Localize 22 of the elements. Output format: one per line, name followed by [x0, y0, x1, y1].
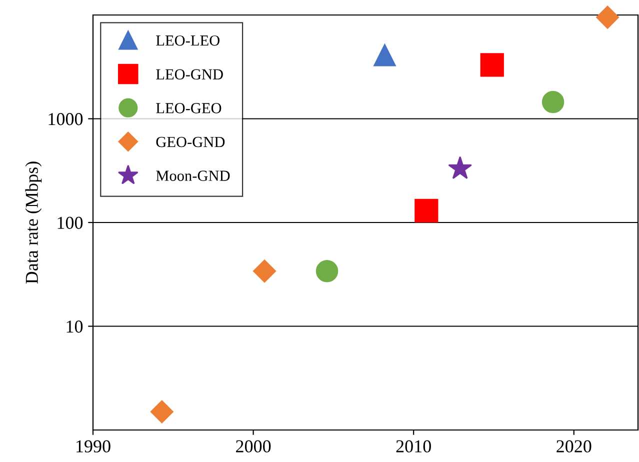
legend-label: LEO-GEO	[156, 103, 222, 114]
x-tick-label: 2010	[396, 440, 431, 452]
y-axis-title: Data rate (Mbps)	[25, 162, 42, 284]
y-tick-label: 1000	[48, 113, 83, 126]
x-tick-label: 2000	[236, 440, 271, 452]
y-tick-label: 10	[66, 320, 83, 333]
point	[150, 400, 174, 424]
legend-label: LEO-GND	[156, 69, 223, 80]
point	[448, 156, 472, 179]
y-tick-label: 100	[58, 216, 83, 229]
point	[374, 44, 396, 66]
point	[542, 90, 564, 114]
point	[480, 53, 504, 77]
legend-label: LEO-LEO	[156, 35, 220, 46]
legend-label: Moon-GND	[156, 170, 230, 181]
point	[253, 260, 276, 283]
legend-label: GEO-GND	[156, 136, 225, 148]
point	[414, 198, 438, 222]
x-tick-label: 1990	[76, 440, 110, 452]
point	[596, 6, 620, 29]
point	[316, 260, 338, 282]
x-tick-label: 2020	[556, 440, 592, 452]
